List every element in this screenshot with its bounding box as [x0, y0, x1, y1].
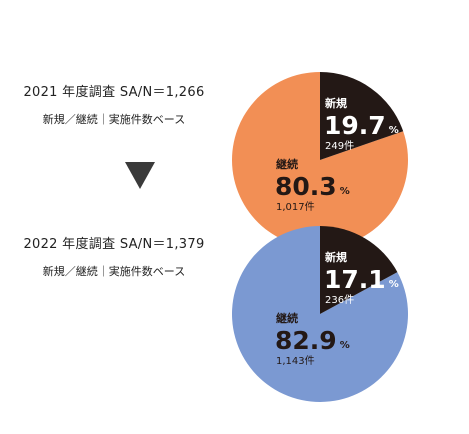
slice-new-2022 — [320, 226, 398, 314]
new-2021-unit: % — [389, 125, 399, 136]
survey-2021-heading: 2021 年度調査 SA/N＝1,266 — [23, 85, 205, 100]
new-2021-percent: 19.7 — [324, 111, 386, 140]
continuing-2021-name: 継続 — [276, 157, 298, 171]
new-2022-percent: 17.1 — [324, 265, 386, 294]
continuing-2022-unit: % — [340, 340, 350, 351]
slice-new-2021 — [320, 72, 404, 160]
survey-2021-label: 2021 年度調査 SA/N＝1,266 新規／継続｜実施件数ベース — [0, 81, 228, 127]
continuing-2021-percent: 80.3 — [275, 172, 337, 201]
continuing-2022-count: 1,143件 — [276, 355, 315, 367]
new-2022-name: 新規 — [325, 250, 347, 264]
continuing-2021-count: 1,017件 — [276, 201, 315, 213]
survey-2022-label: 2022 年度調査 SA/N＝1,379 新規／継続｜実施件数ベース — [0, 233, 228, 279]
survey-2022-heading: 2022 年度調査 SA/N＝1,379 — [23, 237, 205, 252]
survey-2022-base: 新規／継続｜実施件数ベース — [42, 265, 186, 278]
survey-2021-base: 新規／継続｜実施件数ベース — [42, 113, 186, 126]
new-2021-name: 新規 — [325, 96, 347, 110]
new-2022-unit: % — [389, 279, 399, 290]
down-arrow-icon — [125, 162, 155, 189]
continuing-2022-percent: 82.9 — [275, 326, 337, 355]
continuing-2022-name: 継続 — [276, 311, 298, 325]
continuing-2021-unit: % — [340, 186, 350, 197]
new-2022-count: 236件 — [325, 294, 354, 306]
new-2021-count: 249件 — [325, 140, 354, 152]
